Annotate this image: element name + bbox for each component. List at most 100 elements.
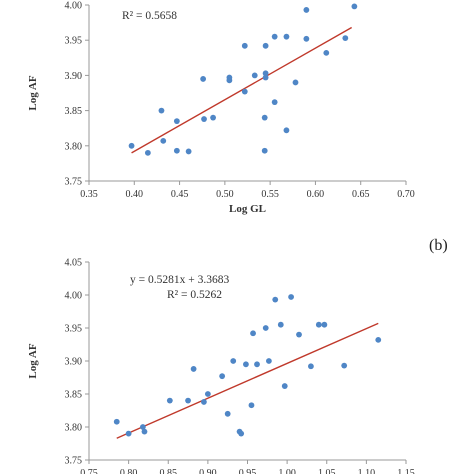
data-point — [128, 142, 135, 149]
data-point — [185, 148, 192, 155]
x-tick-label: 0.50 — [216, 189, 234, 200]
data-point — [315, 321, 322, 328]
x-tick-label: 0.35 — [80, 189, 98, 200]
data-point — [158, 107, 165, 114]
y-tick-label: 4.00 — [65, 1, 83, 12]
data-point — [230, 358, 237, 364]
x-tick-label: 0.45 — [171, 189, 189, 200]
x-tick-label: 0.60 — [307, 189, 325, 200]
x-tick-label: 0.95 — [239, 468, 257, 474]
data-point — [241, 88, 248, 95]
x-tick-label: 1.10 — [358, 468, 376, 474]
data-point — [173, 147, 180, 154]
data-point — [262, 70, 269, 77]
data-point — [139, 424, 146, 430]
data-point — [262, 325, 269, 331]
x-axis-title: Log GL — [229, 203, 266, 215]
data-point — [241, 42, 248, 49]
y-tick-label: 3.95 — [65, 324, 83, 335]
data-point — [243, 361, 249, 368]
y-tick-label: 3.80 — [65, 423, 83, 434]
data-point — [375, 336, 382, 343]
data-point — [185, 397, 191, 404]
x-tick-label: 0.85 — [160, 468, 178, 474]
y-axis-title: Log AF — [27, 343, 39, 378]
data-point — [351, 3, 358, 10]
data-point — [271, 99, 278, 106]
data-point — [141, 428, 148, 435]
data-point — [251, 72, 258, 79]
data-point — [262, 42, 269, 49]
x-tick-label: 0.75 — [80, 468, 98, 474]
data-point — [190, 366, 197, 372]
regression-equation: y = 0.5281x + 3.3683 — [130, 274, 229, 286]
chart-bottom: 3.75 3.80 3.85 3.90 3.95 4.00 4.05 0.75 0.80 0.85… — [27, 258, 415, 474]
data-point — [144, 149, 151, 156]
y-tick-label: 3.75 — [65, 177, 83, 188]
x-tick-label: 0.80 — [120, 468, 138, 474]
data-point — [292, 79, 299, 86]
y-tick-label: 3.85 — [65, 106, 83, 117]
data-point — [283, 33, 290, 40]
data-point — [341, 362, 348, 369]
data-point — [261, 147, 268, 154]
trend-line — [131, 26, 353, 154]
x-tick-label: 0.65 — [352, 189, 370, 200]
data-point — [201, 116, 207, 122]
data-point — [254, 361, 260, 368]
y-tick-label: 3.75 — [65, 456, 83, 467]
data-point — [160, 137, 167, 144]
data-point — [288, 294, 294, 300]
y-axis-title: Log AF — [27, 75, 39, 110]
y-tick-label: 3.95 — [65, 36, 83, 47]
data-point — [166, 397, 173, 404]
data-point — [224, 410, 231, 417]
y-tick-label: 3.90 — [65, 71, 83, 82]
r-squared-label: R² = 0.5262 — [167, 289, 222, 301]
r-squared-label: R² = 0.5658 — [122, 10, 177, 22]
data-point — [281, 383, 288, 389]
data-point — [200, 76, 207, 82]
data-point — [342, 35, 349, 41]
y-tick-label: 3.80 — [65, 141, 83, 152]
data-point — [271, 33, 278, 40]
data-point — [323, 49, 330, 56]
data-point — [125, 430, 132, 437]
x-tick-label: 0.40 — [126, 189, 144, 200]
x-tick-label: 0.70 — [397, 189, 415, 200]
data-point — [321, 321, 328, 328]
x-tick-label: 1.15 — [397, 468, 415, 474]
data-point — [250, 330, 256, 337]
panel-label: (b) — [429, 237, 448, 254]
x-tick-label: 1.00 — [278, 468, 296, 474]
data-point — [226, 77, 233, 84]
data-point — [238, 430, 245, 437]
y-tick-label: 4.00 — [65, 291, 83, 302]
data-point — [248, 402, 255, 409]
data-point — [113, 418, 120, 425]
data-point — [303, 35, 310, 42]
x-tick-label: 1.05 — [318, 468, 336, 474]
data-point — [283, 127, 290, 134]
data-point — [173, 118, 180, 125]
trend-line — [116, 322, 379, 439]
x-tick-label: 0.55 — [261, 189, 279, 200]
y-tick-label: 3.85 — [65, 390, 83, 401]
data-point — [219, 373, 226, 380]
x-tick-label: 0.90 — [199, 468, 217, 474]
y-tick-label: 3.90 — [65, 357, 83, 368]
data-point — [265, 358, 272, 364]
data-point — [303, 7, 310, 13]
y-tick-label: 4.05 — [65, 258, 83, 269]
data-point — [204, 391, 211, 397]
data-point — [277, 321, 284, 328]
data-point — [272, 296, 279, 303]
data-point — [296, 331, 302, 338]
data-point — [210, 114, 216, 121]
data-point — [201, 399, 207, 405]
data-point — [262, 74, 269, 81]
data-point — [261, 114, 268, 121]
chart-top: 3.75 3.80 3.85 3.90 3.95 4.00 0.35 0.40 0.45 0.50… — [27, 1, 415, 216]
data-point — [308, 363, 314, 370]
